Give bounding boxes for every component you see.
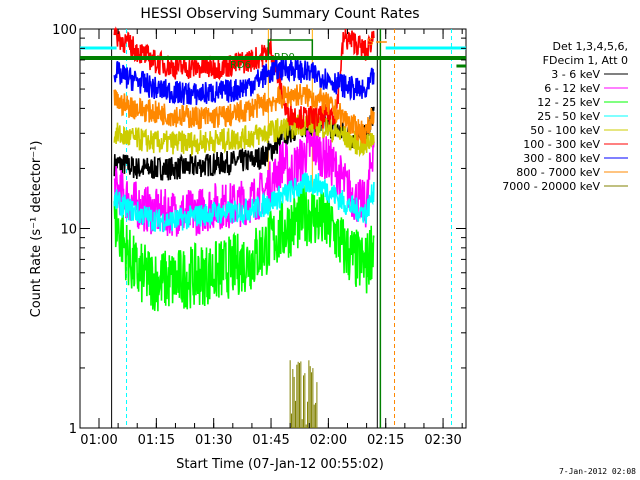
series-100-300-keV-line xyxy=(113,26,375,130)
legend-header-line-2: FDecim 1, Att 0 xyxy=(543,54,628,67)
x-tick-label: 01:45 xyxy=(252,433,289,448)
legend-entry-label: 300 - 800 keV xyxy=(523,152,600,165)
timestamp: 7-Jan-2012 02:08 xyxy=(558,467,636,476)
x-axis-label: Start Time (07-Jan-12 00:55:02) xyxy=(176,457,384,472)
series-path xyxy=(113,172,375,233)
s-marker-label: S xyxy=(367,37,373,48)
series-6-12-keV-line xyxy=(113,128,375,237)
x-axis-ticks: 01:00 01:15 01:30 01:45 02:00 02:15 02:30 xyxy=(80,29,463,448)
y-axis-ticks: 1 10 100 xyxy=(52,23,466,437)
series-path xyxy=(113,111,375,158)
plot-area: RD6 RD0 S xyxy=(79,26,467,429)
legend-entry-label: 100 - 300 keV xyxy=(523,138,600,151)
series-path xyxy=(113,26,375,130)
x-tick-label: 02:15 xyxy=(367,433,404,448)
chart-title: HESSI Observing Summary Count Rates xyxy=(140,6,419,22)
series-path xyxy=(113,84,375,144)
legend-entry-label: 12 - 25 keV xyxy=(537,96,600,109)
series-25-50-keV-line xyxy=(113,172,375,233)
x-tick-label: 01:30 xyxy=(195,433,232,448)
x-tick-label: 01:00 xyxy=(80,433,117,448)
legend-entry-label: 7000 - 20000 keV xyxy=(502,180,600,193)
legend: Det 1,3,4,5,6, FDecim 1, Att 0 3 - 6 keV… xyxy=(502,40,628,193)
legend-entry-label: 3 - 6 keV xyxy=(551,68,600,81)
legend-entry-label: 800 - 7000 keV xyxy=(516,166,600,179)
x-tick-label: 02:00 xyxy=(310,433,347,448)
series-800-7000-keV-line xyxy=(113,84,375,144)
series-300-800-keV-line xyxy=(113,56,375,106)
legend-entry-label: 50 - 100 keV xyxy=(530,124,600,137)
series-path xyxy=(113,56,375,106)
rd0-label: RD0 xyxy=(274,52,295,63)
series-path xyxy=(113,185,375,312)
y-tick-label: 10 xyxy=(60,223,77,238)
legend-entry-label: 25 - 50 keV xyxy=(537,110,600,123)
legend-header-line-1: Det 1,3,4,5,6, xyxy=(552,40,628,53)
x-tick-label: 01:15 xyxy=(138,433,175,448)
rd6-label: RD6 xyxy=(230,60,251,71)
series-12-25-keV-line xyxy=(113,185,375,312)
y-axis-label: Count Rate (s⁻¹ detector⁻¹) xyxy=(29,141,44,318)
legend-entry-label: 6 - 12 keV xyxy=(544,82,600,95)
rd0-box xyxy=(267,39,314,59)
x-tick-label: 02:30 xyxy=(424,433,461,448)
y-tick-label: 1 xyxy=(69,422,77,437)
series-path xyxy=(113,128,375,237)
series-50-100-keV-line xyxy=(113,111,375,158)
y-tick-label: 100 xyxy=(52,23,77,38)
series-7000-20000-kev-spikes xyxy=(289,360,318,428)
